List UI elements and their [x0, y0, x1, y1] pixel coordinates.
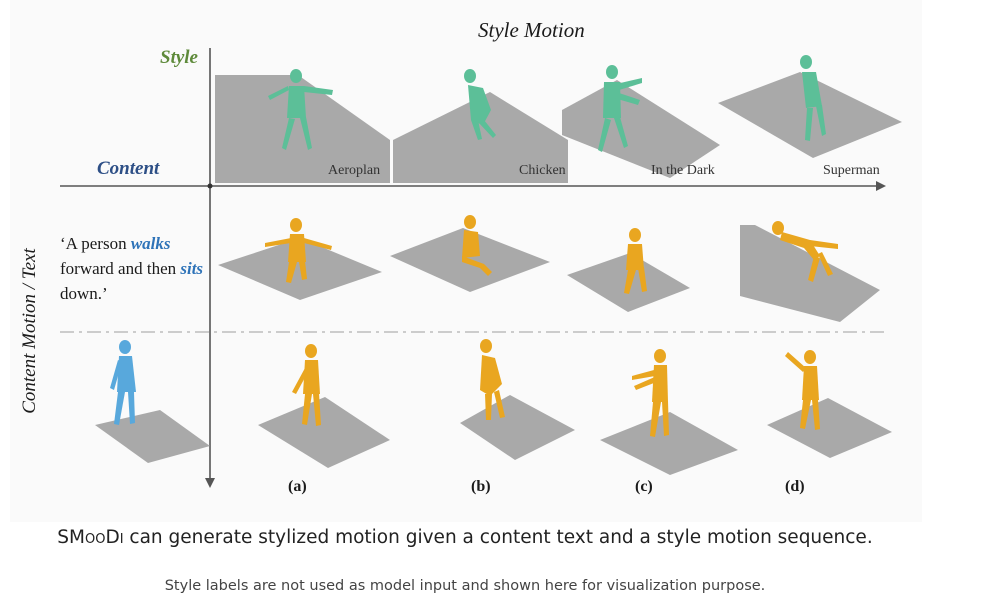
floor-aeroplan	[215, 75, 390, 183]
axis-style-label: Style	[160, 47, 198, 68]
figure-caption: SMooDi can generate stylized motion give…	[0, 527, 930, 548]
style-figure-in-the-dark	[598, 65, 642, 152]
style-label-chicken: Chicken	[519, 163, 566, 178]
panel-letter-a: (a)	[288, 478, 307, 495]
floor-in-the-dark	[562, 80, 720, 178]
style-figure-superman	[800, 55, 826, 141]
style-figure-aeroplan	[268, 69, 333, 150]
prompt-highlight-walks: walks	[130, 234, 171, 253]
output-figure-text-b	[462, 215, 492, 276]
output-figure-text-d	[772, 221, 838, 282]
floor-text-a	[218, 238, 382, 300]
output-figure-text-c	[624, 228, 647, 294]
floor-motion-c	[600, 412, 738, 475]
axis-vertical-label: Content Motion / Text	[19, 248, 40, 414]
caption-text: can generate stylized motion given a con…	[123, 527, 873, 548]
content-text-prompt: ‘A person walks forward and then sits do…	[60, 231, 210, 306]
header-title: Style Motion	[478, 18, 585, 42]
style-label-aeroplan: Aeroplan	[328, 163, 381, 178]
panel-letter-c: (c)	[635, 478, 653, 495]
output-figure-motion-a	[292, 344, 321, 426]
figure-illustration	[60, 48, 902, 488]
style-label-superman: Superman	[823, 163, 880, 178]
floor-motion-a	[258, 397, 390, 468]
prompt-part-3: down.’	[60, 284, 108, 303]
output-figure-motion-b	[480, 339, 505, 420]
output-figure-motion-d	[785, 350, 820, 430]
style-motion-row	[215, 55, 902, 183]
floor-content-motion	[95, 410, 210, 463]
motion-output-row	[95, 339, 892, 475]
figure-subcaption: Style labels are not used as model input…	[164, 578, 766, 594]
style-label-in-the-dark: In the Dark	[651, 163, 715, 178]
prompt-part-2: forward and then	[60, 259, 181, 278]
style-figure-chicken	[464, 69, 496, 140]
floor-motion-b	[460, 395, 575, 460]
output-figure-motion-c	[632, 349, 669, 437]
prompt-highlight-sits: sits	[180, 259, 204, 278]
axis-content-label: Content	[97, 158, 160, 179]
panel-letter-d: (d)	[785, 478, 805, 495]
text-output-row	[218, 215, 880, 322]
floor-motion-d	[767, 398, 892, 458]
axes	[60, 48, 886, 488]
output-figure-text-a	[265, 218, 332, 283]
prompt-part-1: ‘A person	[60, 234, 131, 253]
content-motion-figure	[110, 340, 136, 425]
figure-panel: Style Motion Style Content Content Motio…	[10, 0, 922, 522]
caption-method-name: SMooDi	[57, 527, 124, 548]
panel-letter-b: (b)	[471, 478, 491, 495]
